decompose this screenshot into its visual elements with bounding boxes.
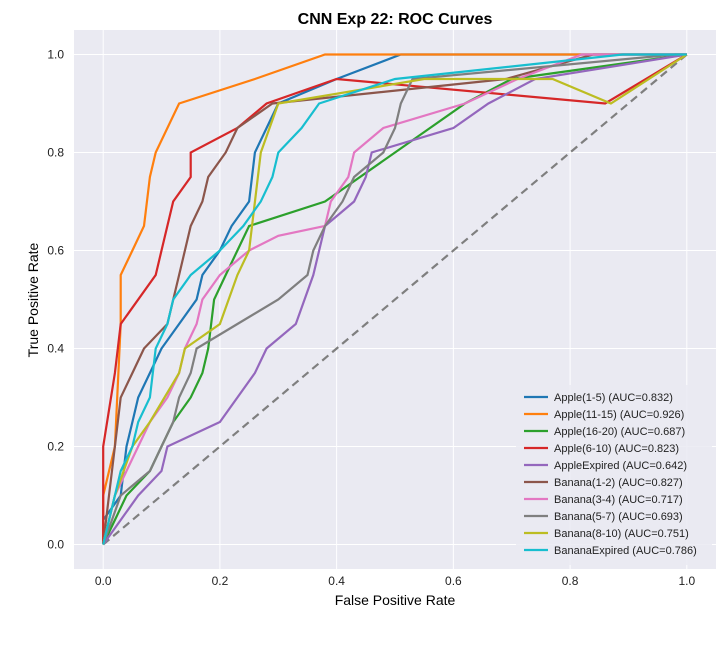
y-tick-label: 1.0	[47, 48, 64, 62]
x-tick-label: 1.0	[678, 574, 695, 588]
legend-label: Banana(8-10) (AUC=0.751)	[554, 528, 689, 540]
y-tick-label: 0.8	[47, 146, 64, 160]
legend-label: AppleExpired (AUC=0.642)	[554, 460, 687, 472]
legend-label: Apple(1-5) (AUC=0.832)	[554, 392, 673, 404]
roc-curve-5	[102, 53, 687, 545]
legend-label: Apple(6-10) (AUC=0.823)	[554, 443, 679, 455]
series-lines	[102, 53, 688, 546]
x-tick-label: 0.0	[95, 574, 112, 588]
x-tick-label: 0.8	[562, 574, 579, 588]
chance-diagonal	[102, 53, 688, 546]
legend-label: Banana(5-7) (AUC=0.693)	[554, 511, 683, 523]
roc-curve-7	[102, 53, 687, 545]
x-tick-label: 0.4	[328, 574, 345, 588]
roc-curve-4	[102, 53, 687, 546]
legend-box	[516, 385, 712, 565]
x-axis-label: False Positive Rate	[335, 592, 456, 608]
y-tick-label: 0.0	[47, 538, 64, 552]
chart-title: CNN Exp 22: ROC Curves	[298, 11, 493, 28]
legend-label: Apple(11-15) (AUC=0.926)	[554, 409, 684, 421]
y-tick-label: 0.2	[47, 440, 64, 454]
roc-curve-6	[102, 53, 687, 545]
legend-label: Banana(1-2) (AUC=0.827)	[554, 477, 683, 489]
y-tick-label: 0.4	[47, 342, 64, 356]
x-tick-label: 0.2	[212, 574, 229, 588]
roc-curve-8	[102, 53, 688, 545]
chance-diagonal-line	[102, 53, 688, 546]
x-tick-label: 0.6	[445, 574, 462, 588]
roc-curve-3	[102, 53, 688, 545]
roc-curve-9	[102, 53, 687, 545]
y-axis-label: True Positive Rate	[25, 242, 41, 357]
tick-labels: 0.0 0.2 0.4 0.6 0.8 1.0 0.0 0.2 0.4 0.6 0.8 1.0	[47, 48, 695, 589]
legend: Apple(1-5) (AUC=0.832) Apple(11-15) (AUC=…	[516, 385, 712, 565]
legend-label: Apple(16-20) (AUC=0.687)	[554, 426, 685, 438]
y-tick-label: 0.6	[47, 244, 64, 258]
legend-label: BananaExpired (AUC=0.786)	[554, 545, 697, 557]
legend-label: Banana(3-4) (AUC=0.717)	[554, 494, 683, 506]
